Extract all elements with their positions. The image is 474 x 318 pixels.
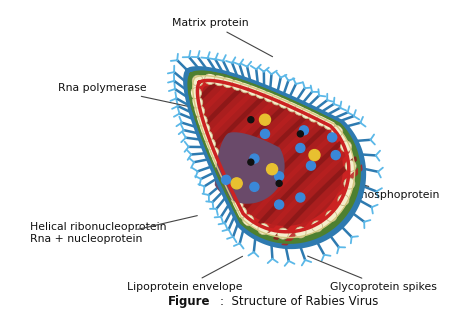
Text: Lipoprotein envelope: Lipoprotein envelope xyxy=(127,256,243,292)
Circle shape xyxy=(300,126,309,135)
Circle shape xyxy=(331,150,340,160)
Circle shape xyxy=(191,97,203,108)
Text: :  Structure of Rabies Virus: : Structure of Rabies Virus xyxy=(205,295,378,308)
Polygon shape xyxy=(189,72,359,243)
Circle shape xyxy=(317,115,328,126)
Circle shape xyxy=(294,104,305,115)
Circle shape xyxy=(279,97,290,108)
Circle shape xyxy=(277,228,289,239)
Circle shape xyxy=(332,126,343,137)
Circle shape xyxy=(340,141,352,152)
Circle shape xyxy=(326,211,337,222)
Circle shape xyxy=(258,224,269,235)
Circle shape xyxy=(344,178,355,189)
Polygon shape xyxy=(193,76,355,238)
Circle shape xyxy=(221,177,232,188)
Circle shape xyxy=(205,73,216,85)
Circle shape xyxy=(201,131,212,142)
Circle shape xyxy=(228,192,239,203)
Circle shape xyxy=(309,111,319,122)
Circle shape xyxy=(236,207,246,218)
Circle shape xyxy=(232,200,243,211)
Circle shape xyxy=(214,75,225,86)
Circle shape xyxy=(192,75,203,86)
Circle shape xyxy=(274,200,283,209)
Circle shape xyxy=(222,175,231,184)
Circle shape xyxy=(218,169,228,180)
Circle shape xyxy=(324,119,335,129)
Circle shape xyxy=(225,184,236,196)
Circle shape xyxy=(338,195,349,205)
Circle shape xyxy=(328,133,337,142)
Circle shape xyxy=(243,215,254,226)
Circle shape xyxy=(199,123,210,134)
Circle shape xyxy=(345,161,356,171)
Circle shape xyxy=(261,129,270,138)
Circle shape xyxy=(214,162,225,173)
Circle shape xyxy=(295,227,306,238)
Circle shape xyxy=(276,180,282,186)
Circle shape xyxy=(248,85,259,95)
Text: Glycoprotein spikes: Glycoprotein spikes xyxy=(308,256,437,292)
Circle shape xyxy=(231,178,242,189)
Circle shape xyxy=(250,183,259,191)
Circle shape xyxy=(191,88,201,99)
Circle shape xyxy=(232,79,243,90)
Circle shape xyxy=(307,161,316,170)
Circle shape xyxy=(255,87,266,99)
Circle shape xyxy=(272,94,283,105)
Circle shape xyxy=(211,155,222,165)
Polygon shape xyxy=(202,85,343,226)
Circle shape xyxy=(264,91,275,102)
Polygon shape xyxy=(185,68,365,247)
Circle shape xyxy=(193,106,205,117)
Circle shape xyxy=(297,131,303,137)
Text: Helical ribonucleoprotein
Rna + nucleoprotein: Helical ribonucleoprotein Rna + nucleopr… xyxy=(30,222,166,244)
Circle shape xyxy=(287,101,298,112)
Circle shape xyxy=(196,115,207,126)
Circle shape xyxy=(248,159,254,165)
Circle shape xyxy=(301,107,312,119)
Circle shape xyxy=(296,193,305,202)
Text: Phosphoprotein: Phosphoprotein xyxy=(333,176,440,200)
Circle shape xyxy=(240,82,251,93)
Circle shape xyxy=(274,172,283,181)
Circle shape xyxy=(311,221,323,232)
Circle shape xyxy=(309,149,320,161)
Circle shape xyxy=(296,143,305,153)
Text: Matrix protein: Matrix protein xyxy=(172,18,273,57)
Text: Rna polymerase: Rna polymerase xyxy=(58,83,202,109)
Polygon shape xyxy=(215,132,284,204)
Circle shape xyxy=(259,114,271,125)
Circle shape xyxy=(204,138,216,149)
Circle shape xyxy=(248,117,254,123)
Circle shape xyxy=(250,154,259,163)
Text: Figure: Figure xyxy=(168,295,210,308)
Polygon shape xyxy=(198,80,349,232)
Circle shape xyxy=(266,164,278,175)
Circle shape xyxy=(223,77,234,87)
Circle shape xyxy=(208,147,219,158)
